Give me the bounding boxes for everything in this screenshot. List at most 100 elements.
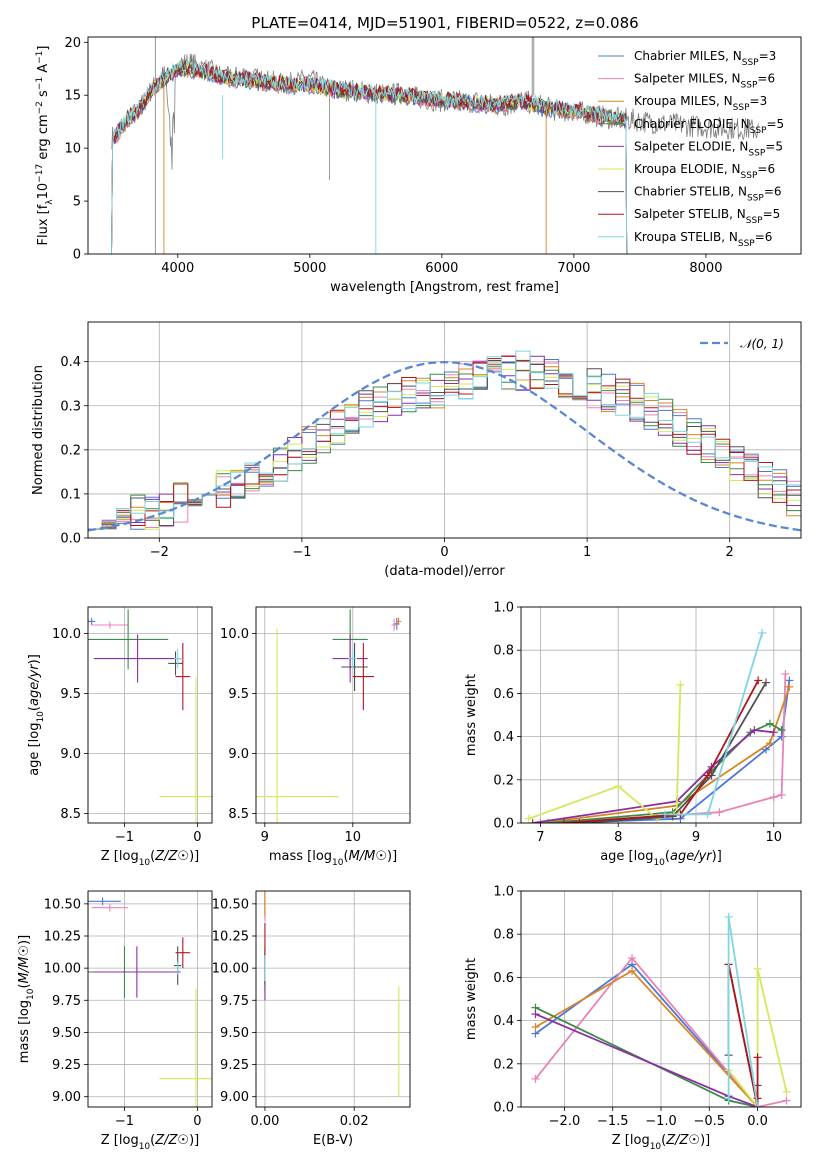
- weight-line: [534, 956, 787, 1107]
- x-tick-label: −0.5: [693, 1114, 725, 1129]
- legend-label: Kroupa STELIB, NSSP=6: [634, 230, 772, 249]
- weight-line: [540, 686, 791, 823]
- y-axis-label: mass weight: [464, 674, 479, 756]
- x-tick-label: 10: [345, 830, 362, 845]
- x-axis-label: wavelength [Angstrom, rest frame]: [330, 280, 559, 295]
- panel-age-vs-mass: 9 10 8.5 9.0 9.5 10.0 mass [log10(M/M☉)]: [220, 606, 411, 868]
- x-tick-label: −2: [150, 545, 169, 560]
- x-tick-label: 0: [193, 830, 201, 845]
- x-tick-label: −1.0: [645, 1114, 677, 1129]
- y-tick-label: 9.50: [220, 1026, 249, 1041]
- x-axis-label: E(B-V): [313, 1133, 353, 1148]
- y-tick-label: 0.4: [493, 1014, 514, 1029]
- axes-frame: [87, 890, 213, 1108]
- y-tick-label: 1.0: [493, 601, 514, 616]
- panel-mass-vs-ebv: 0.00 0.02 9.00 9.25 9.50 9.75 10.00 10.25 10.50 E…: [212, 890, 411, 1148]
- x-tick-label: −1: [115, 830, 134, 845]
- axes-frame: [87, 36, 802, 255]
- y-tick-label: 10.00: [212, 962, 249, 977]
- x-tick-label: 0.00: [250, 1114, 279, 1129]
- y-tick-label: 0.0: [493, 817, 514, 832]
- axes-frame: [255, 890, 411, 1108]
- y-tick-label: 0.0: [493, 1101, 514, 1116]
- y-tick-label: 9.75: [52, 994, 81, 1009]
- x-tick-label: 1: [583, 545, 591, 560]
- legend-label: Salpeter ELODIE, NSSP=5: [634, 139, 783, 158]
- y-tick-label: 10.25: [44, 930, 81, 945]
- y-tick-label: 10.50: [44, 897, 81, 912]
- x-tick-label: −1.5: [597, 1114, 629, 1129]
- y-tick-label: 10.00: [44, 962, 81, 977]
- y-tick-label: 5: [73, 195, 81, 210]
- y-tick-label: 0.2: [493, 773, 514, 788]
- legend-label: Salpeter MILES, NSSP=6: [634, 72, 775, 91]
- x-tick-label: −2.0: [549, 1114, 581, 1129]
- y-tick-label: 9.00: [220, 1090, 249, 1105]
- model-spectrum-line: [110, 59, 628, 254]
- y-tick-label: 0.0: [60, 532, 81, 547]
- y-tick-label: 10.0: [220, 627, 249, 642]
- x-axis-label: age [log10(age/yr)]: [600, 849, 722, 868]
- axes-frame: [520, 606, 802, 824]
- panel-weight-vs-Z: −2.0 −1.5 −1.0 −0.5 0.0 0.0 0.2 0.4 0.6 0.8 1.0 Z […: [464, 885, 802, 1152]
- weight-line: [535, 969, 759, 1107]
- y-axis-label: mass weight: [464, 958, 479, 1040]
- y-tick-label: 0: [73, 248, 81, 263]
- data-spectrum-line: [111, 53, 759, 170]
- legend-label: Salpeter STELIB, NSSP=5: [634, 207, 780, 226]
- y-tick-label: 10.0: [52, 627, 81, 642]
- plot-area-weight-vs-age: [524, 628, 794, 823]
- y-tick-label: 0.6: [493, 971, 514, 986]
- data-sky-band: [531, 37, 535, 96]
- y-tick-label: 0.2: [60, 443, 81, 458]
- plot-area-weight-vs-Z: [531, 912, 791, 1107]
- y-tick-label: 9.5: [60, 687, 81, 702]
- x-tick-label: 6000: [425, 261, 458, 276]
- plot-area-spectrum: [110, 37, 759, 254]
- legend-label: Chabrier MILES, NSSP=3: [634, 49, 776, 68]
- x-axis-label: Z [log10(Z/Z☉)]: [612, 1133, 711, 1152]
- weight-line: [528, 684, 682, 820]
- y-tick-label: 0.3: [60, 399, 81, 414]
- y-tick-label: 0.8: [493, 644, 514, 659]
- x-tick-label: −1: [115, 1114, 134, 1129]
- y-tick-label: 0.2: [493, 1057, 514, 1072]
- legend-label: 𝒩(0, 1): [740, 337, 784, 351]
- y-tick-label: 0.6: [493, 687, 514, 702]
- legend-label: Kroupa MILES, NSSP=3: [634, 94, 767, 113]
- axes-frame: [520, 890, 802, 1108]
- x-tick-label: 7000: [557, 261, 590, 276]
- panel-age-vs-Z: −1 0 8.5 9.0 9.5 10.0 Z [log10(Z/Z☉)] age [log1…: [27, 606, 213, 868]
- y-tick-label: 9.0: [228, 747, 249, 762]
- x-tick-label: 0.0: [747, 1114, 768, 1129]
- y-tick-label: 0.1: [60, 487, 81, 502]
- x-tick-label: 4000: [161, 261, 194, 276]
- y-tick-label: 10.25: [212, 930, 249, 945]
- weight-line: [555, 673, 787, 823]
- weight-line: [535, 1013, 758, 1107]
- y-tick-label: 9.0: [60, 747, 81, 762]
- y-tick-label: 9.00: [52, 1090, 81, 1105]
- y-tick-label: 9.25: [220, 1058, 249, 1073]
- x-tick-label: 9: [261, 830, 269, 845]
- x-axis-label: Z [log10(Z/Z☉)]: [101, 849, 200, 868]
- x-tick-label: 10: [766, 830, 783, 845]
- plot-area-age-vs-Z: [88, 609, 212, 823]
- figure-title: PLATE=0414, MJD=51901, FIBERID=0522, z=0…: [251, 14, 638, 32]
- x-axis-label: mass [log10(M/M☉)]: [269, 849, 397, 868]
- x-tick-label: 2: [726, 545, 734, 560]
- plot-area-age-vs-mass: [256, 609, 402, 823]
- weight-line: [535, 1006, 758, 1107]
- axes-frame: [87, 606, 213, 824]
- panel-residuals: −2 −1 0 1 2 0.0 0.1 0.2 0.3 0.4 𝒩(0, 1) (data-model…: [31, 321, 802, 579]
- x-tick-label: 0.02: [340, 1114, 369, 1129]
- y-tick-label: 8.5: [60, 807, 81, 822]
- legend-label: Chabrier STELIB, NSSP=6: [634, 185, 782, 204]
- normal-curve: [88, 360, 801, 532]
- y-axis-label: mass [log10(M/M☉)]: [17, 935, 36, 1063]
- x-tick-label: 0: [193, 1114, 201, 1129]
- y-tick-label: 0.4: [493, 730, 514, 745]
- y-tick-label: 9.50: [52, 1026, 81, 1041]
- plot-area-residuals: [88, 350, 801, 538]
- weight-line: [579, 682, 767, 823]
